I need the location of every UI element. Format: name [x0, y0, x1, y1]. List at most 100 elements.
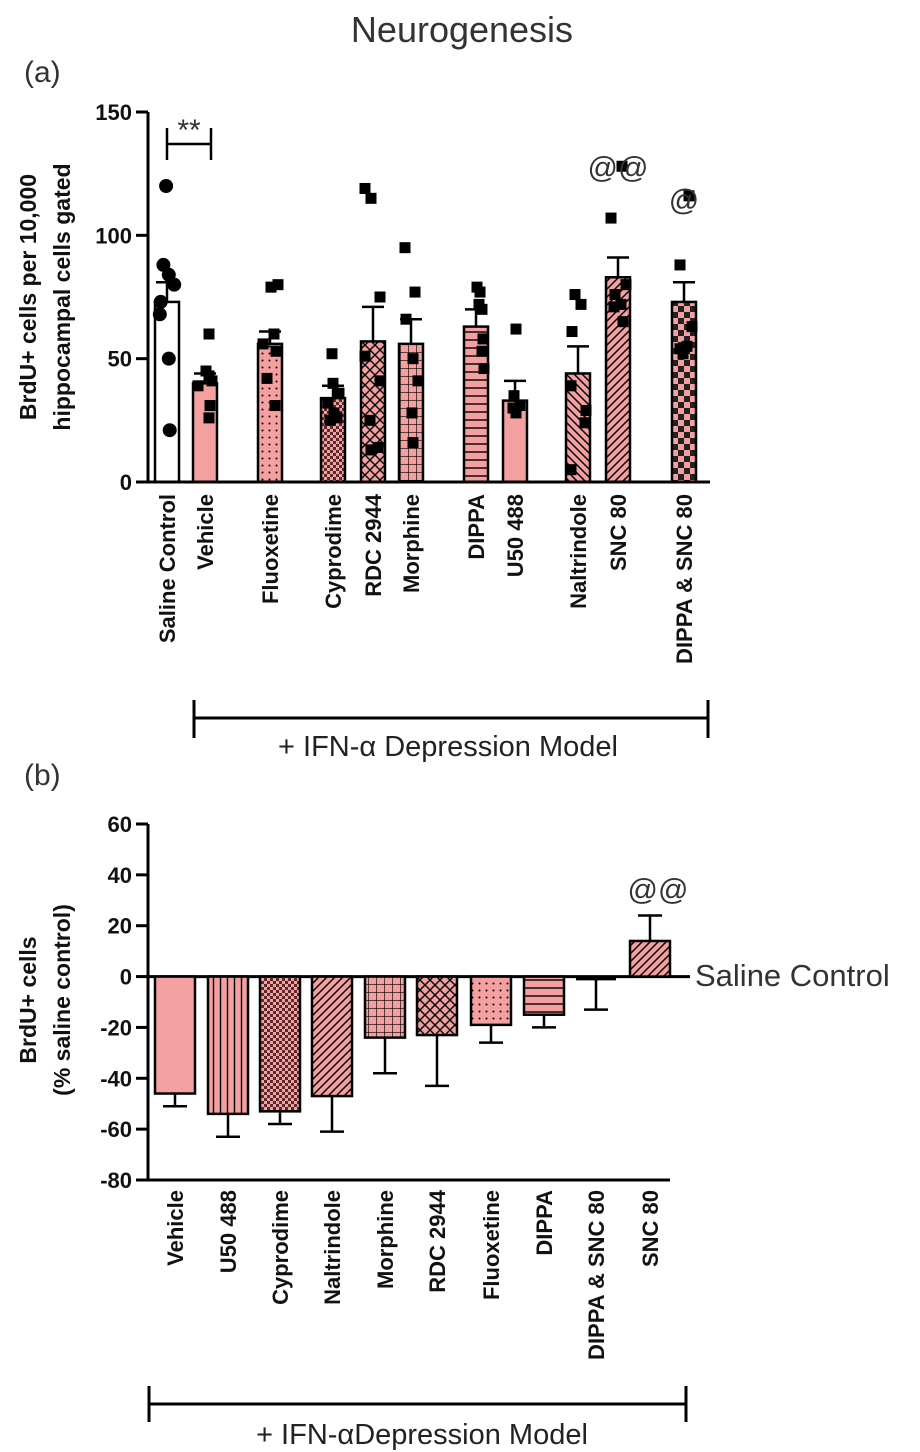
bar-a — [191, 382, 219, 484]
data-point-a — [161, 351, 176, 366]
bar-b — [310, 975, 354, 1098]
data-point-a — [269, 400, 281, 412]
data-point-a — [333, 387, 345, 399]
category-label-a: Morphine — [399, 494, 424, 593]
data-point-a — [474, 286, 486, 298]
data-point-a — [681, 340, 693, 352]
error-bar-a — [362, 305, 384, 342]
y-tick-label-a: 150 — [95, 100, 132, 125]
data-point-a — [407, 437, 419, 449]
y-tick-label-a: 0 — [120, 470, 132, 495]
panel-b-label: (b) — [24, 759, 61, 792]
bar-b — [206, 975, 250, 1116]
category-label-b: DIPPA — [532, 1190, 557, 1256]
category-label-a: Cyprodime — [321, 494, 346, 609]
error-bar-b — [479, 1024, 503, 1044]
data-point-a — [580, 404, 592, 416]
bar-b — [363, 975, 407, 1039]
data-point-a — [510, 407, 522, 419]
bar-b — [258, 975, 302, 1113]
data-point-a — [412, 375, 424, 387]
figure-title: Neurogenesis — [351, 9, 573, 50]
error-bar-b — [163, 1093, 187, 1108]
data-point-a — [203, 328, 215, 340]
data-point-a — [206, 375, 218, 387]
category-label-b: Vehicle — [163, 1190, 188, 1266]
category-label-b: RDC 2944 — [425, 1189, 450, 1292]
data-point-a — [152, 307, 167, 322]
model-label-b: + IFN-αDepression Model — [256, 1419, 588, 1451]
category-label-a: RDC 2944 — [361, 493, 386, 596]
data-point-a — [478, 363, 490, 375]
y-tick-label-b: -80 — [100, 1168, 132, 1193]
data-point-a — [617, 316, 629, 328]
error-bar-b — [320, 1096, 344, 1133]
category-label-b: Morphine — [373, 1190, 398, 1289]
data-point-a — [620, 279, 632, 291]
data-point-a — [575, 298, 587, 310]
data-point-a — [153, 294, 168, 309]
category-label-a: Fluoxetine — [258, 494, 283, 604]
data-point-a — [608, 301, 620, 313]
data-point-a — [364, 414, 376, 426]
error-bar-b — [373, 1037, 397, 1075]
data-point-a — [677, 348, 689, 360]
data-point-a — [268, 328, 280, 340]
data-point-a — [508, 390, 520, 402]
data-point-a — [167, 277, 182, 292]
y-axis-label-line: (% saline control) — [49, 904, 75, 1096]
category-label-a: Vehicle — [193, 494, 218, 570]
data-point-a — [374, 375, 386, 387]
data-point-a — [609, 289, 621, 301]
data-point-a — [162, 423, 177, 438]
data-point-a — [331, 412, 343, 424]
y-tick-label-a: 100 — [95, 223, 132, 248]
category-label-b: U50 488 — [216, 1190, 241, 1273]
data-point-a — [270, 345, 282, 357]
data-point-a — [477, 333, 489, 345]
data-point-a — [257, 338, 269, 350]
y-tick-label-b: -60 — [100, 1117, 132, 1142]
data-point-a — [409, 286, 421, 298]
bar-b — [628, 939, 672, 978]
data-point-a — [327, 377, 339, 389]
data-point-a — [204, 400, 216, 412]
data-point-a — [579, 417, 591, 429]
y-tick-label-b: 0 — [120, 965, 132, 990]
data-point-a — [406, 407, 418, 419]
y-tick-label-b: 20 — [108, 914, 132, 939]
chart-b: 60 40 20 0 -20 -40 -60 -80 BrdU+ cells (% saline … — [15, 812, 690, 1360]
significance-annotation-a: @ — [669, 184, 699, 217]
data-point-a — [686, 321, 698, 333]
y-axis-label-line: hippocampal cells gated — [49, 163, 75, 430]
category-label-a: SNC 80 — [606, 494, 631, 571]
category-label-a: Naltrindole — [566, 494, 591, 609]
category-label-a: U50 488 — [503, 494, 528, 577]
data-point-a — [510, 323, 522, 335]
y-axis-label-line: BrdU+ cells per 10,000 — [15, 174, 41, 420]
category-label-b: Cyprodime — [268, 1190, 293, 1305]
data-point-a — [615, 298, 627, 310]
error-bar-a — [607, 256, 629, 278]
data-point-a — [365, 444, 377, 456]
bar-a — [256, 342, 284, 484]
error-bar-b — [638, 914, 662, 941]
data-point-a — [359, 350, 371, 362]
data-point-a — [326, 348, 338, 360]
data-point-a — [565, 464, 577, 476]
bar-a — [153, 300, 181, 484]
data-point-a — [265, 281, 277, 293]
data-point-a — [674, 259, 686, 271]
significance-annotation-b: @@ — [628, 874, 689, 907]
reference-label: Saline Control — [695, 958, 890, 993]
data-point-a — [203, 412, 215, 424]
error-bar-b — [584, 979, 608, 1011]
significance-label: ** — [177, 114, 201, 147]
y-tick-label-b: 40 — [108, 863, 132, 888]
data-point-a — [400, 313, 412, 325]
category-label-b: DIPPA & SNC 80 — [584, 1190, 609, 1360]
chart-a: 0 50 100 150 BrdU+ cells per 10,000 hippocamp… — [15, 100, 710, 664]
data-point-a — [616, 160, 628, 172]
error-bar-b — [425, 1035, 449, 1088]
